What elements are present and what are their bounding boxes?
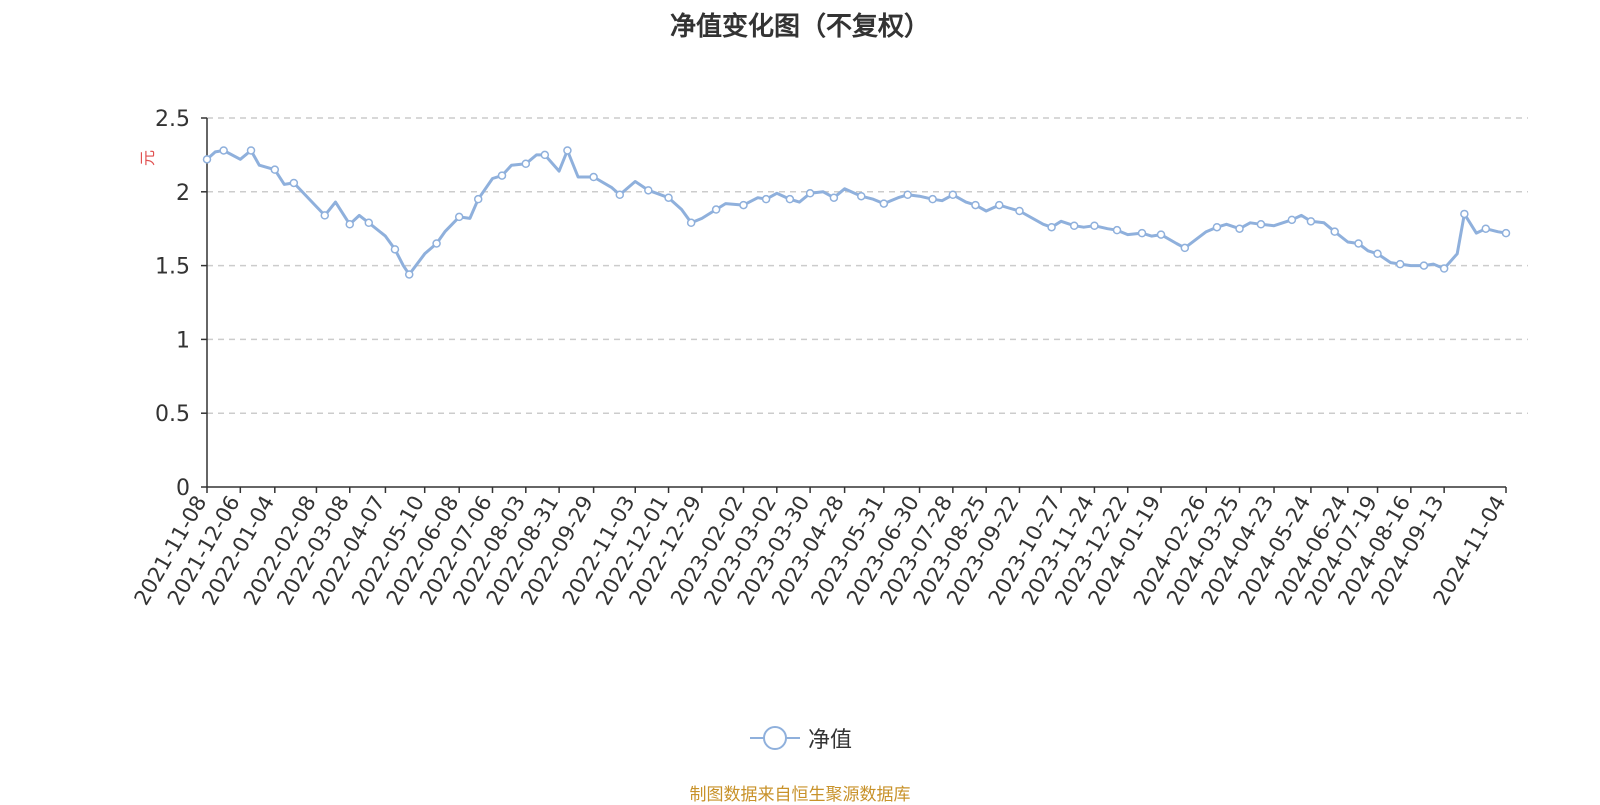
chart-title: 净值变化图（不复权） (669, 12, 930, 42)
data-point[interactable] (1354, 239, 1363, 248)
series-line (206, 149, 1507, 276)
data-point[interactable] (903, 190, 912, 200)
source-note: 制图数据来自恒生聚源数据库 (689, 785, 911, 805)
data-point[interactable] (289, 178, 299, 188)
data-point[interactable] (664, 193, 673, 202)
data-point[interactable] (540, 150, 550, 160)
y-tick-label: 2.5 (155, 107, 190, 132)
data-point[interactable] (971, 200, 980, 210)
data-point[interactable] (219, 146, 228, 155)
legend[interactable]: 净值 (750, 722, 852, 754)
data-point[interactable] (473, 194, 483, 204)
data-point[interactable] (497, 171, 507, 180)
data-point[interactable] (829, 193, 839, 202)
data-point[interactable] (1212, 222, 1222, 232)
data-point[interactable] (739, 200, 748, 210)
data-point[interactable] (390, 245, 400, 254)
data-point[interactable] (364, 218, 374, 228)
data-point[interactable] (246, 146, 256, 155)
data-point[interactable] (711, 205, 721, 214)
data-point[interactable] (1501, 228, 1511, 238)
data-point[interactable] (1330, 227, 1339, 236)
data-point[interactable] (1395, 259, 1405, 269)
data-point[interactable] (1481, 224, 1491, 233)
data-point[interactable] (1047, 222, 1056, 232)
legend-line-marker-icon (750, 726, 800, 750)
y-tick-label: 0 (176, 476, 190, 501)
data-point[interactable] (1256, 220, 1266, 229)
data-point[interactable] (879, 199, 889, 208)
data-point[interactable] (1235, 224, 1244, 233)
data-point[interactable] (1306, 217, 1316, 226)
data-point[interactable] (1015, 206, 1024, 216)
data-point[interactable] (1419, 261, 1429, 270)
data-point[interactable] (994, 200, 1004, 210)
data-point[interactable] (1460, 209, 1469, 219)
data-point[interactable] (686, 218, 696, 228)
legend-label: 净值 (808, 728, 853, 753)
data-point[interactable] (589, 172, 598, 182)
data-point[interactable] (857, 191, 866, 201)
data-point[interactable] (1137, 228, 1147, 238)
data-point[interactable] (1373, 249, 1382, 259)
data-point[interactable] (202, 155, 212, 164)
data-point[interactable] (1069, 221, 1079, 230)
data-point[interactable] (432, 239, 441, 248)
data-point[interactable] (761, 194, 771, 204)
data-point[interactable] (1112, 225, 1122, 235)
data-point[interactable] (1090, 221, 1099, 230)
data-point[interactable] (320, 211, 330, 220)
data-point[interactable] (615, 190, 625, 200)
data-point[interactable] (1439, 264, 1449, 273)
data-point[interactable] (785, 194, 795, 204)
data-point[interactable] (1180, 243, 1190, 253)
data-point[interactable] (948, 190, 958, 200)
y-tick-label: 2 (176, 181, 190, 206)
data-point[interactable] (345, 220, 354, 229)
data-point[interactable] (928, 194, 937, 204)
data-point[interactable] (644, 186, 653, 195)
data-point[interactable] (454, 212, 464, 222)
y-tick-label: 1 (176, 328, 190, 353)
y-tick-label: 1.5 (155, 255, 190, 280)
data-point[interactable] (521, 159, 531, 169)
data-point[interactable] (270, 165, 280, 174)
data-point[interactable] (1156, 230, 1166, 239)
data-point[interactable] (563, 146, 572, 155)
y-axis-label: 元 (138, 150, 157, 166)
data-point[interactable] (404, 270, 414, 279)
y-tick-label: 0.5 (155, 402, 190, 427)
data-point[interactable] (805, 189, 815, 198)
data-point[interactable] (1287, 215, 1297, 225)
